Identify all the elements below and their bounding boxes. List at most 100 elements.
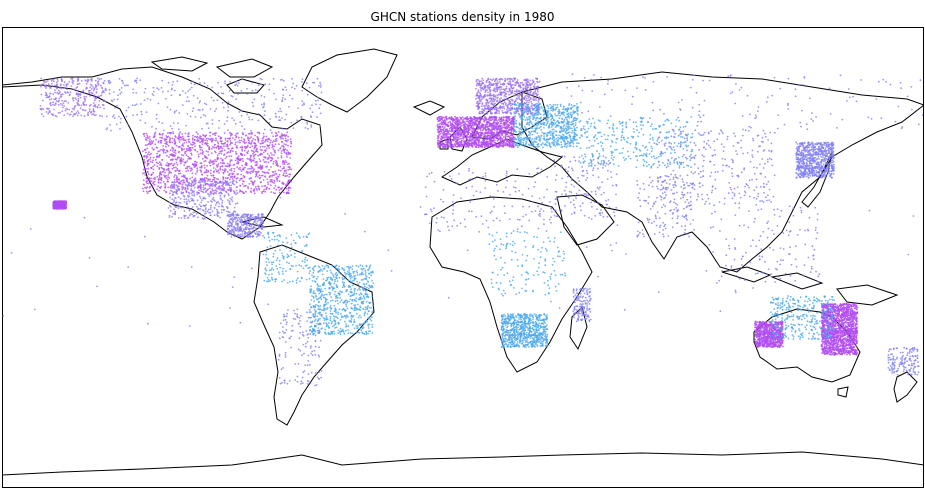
station-point (224, 82, 227, 85)
station-point (168, 216, 171, 219)
station-point (201, 127, 204, 130)
station-point (155, 138, 157, 141)
station-point (159, 141, 162, 144)
station-point (466, 125, 469, 127)
station-point (164, 97, 167, 100)
station-point (362, 295, 365, 297)
station-point (285, 143, 287, 146)
station-point (145, 132, 148, 135)
station-point (184, 187, 187, 190)
station-point (161, 159, 164, 161)
station-point (343, 277, 346, 280)
station-point (356, 271, 359, 274)
station-point (164, 186, 167, 189)
station-point (204, 136, 207, 138)
station-point (231, 196, 234, 199)
station-point (260, 168, 263, 171)
station-point (345, 303, 347, 306)
station-point (237, 161, 240, 164)
station-point (98, 100, 101, 102)
station-point (338, 276, 341, 279)
station-point (209, 180, 212, 183)
station-point (173, 199, 176, 202)
station-point (365, 282, 368, 285)
station-point (174, 174, 176, 177)
station-point (198, 191, 200, 194)
station-point (247, 168, 249, 170)
station-point (54, 114, 57, 117)
station-point (89, 103, 92, 106)
station-point (152, 159, 154, 162)
station-point (254, 164, 257, 167)
station-point (81, 108, 84, 111)
station-point (337, 329, 340, 332)
station-point (158, 167, 161, 169)
station-point (114, 106, 116, 109)
station-point (48, 110, 51, 112)
station-point (213, 170, 215, 173)
station-point (163, 169, 166, 172)
station-point (296, 119, 298, 122)
station-point (277, 358, 280, 361)
station-point (233, 119, 236, 122)
station-point (274, 249, 277, 252)
station-point (243, 213, 246, 216)
station-point (311, 111, 314, 114)
station-point (148, 177, 151, 180)
station-point (279, 382, 282, 385)
station-point (289, 187, 292, 189)
station-point (483, 146, 486, 149)
station-point (332, 274, 335, 277)
station-point (213, 176, 215, 179)
station-point (233, 225, 236, 228)
station-point (200, 171, 203, 173)
station-point (307, 360, 310, 362)
station-point (177, 128, 180, 131)
station-point (175, 109, 178, 112)
station-point (178, 133, 181, 135)
station-point (316, 287, 319, 290)
station-point (249, 177, 252, 180)
station-point (250, 136, 253, 138)
station-point (172, 164, 175, 167)
station-point (506, 133, 509, 136)
station-point (173, 208, 175, 211)
station-point (310, 126, 313, 128)
station-point (352, 314, 355, 317)
station-point (125, 115, 128, 118)
station-point (287, 186, 290, 189)
station-point (157, 88, 160, 91)
station-point (257, 140, 260, 143)
station-point (173, 151, 176, 154)
station-point (202, 134, 204, 136)
station-point (269, 159, 272, 162)
station-point (286, 312, 288, 315)
station-point (94, 79, 97, 82)
station-point (158, 189, 160, 192)
station-point (240, 177, 243, 180)
station-point (335, 274, 338, 277)
station-point (132, 91, 135, 94)
station-point (226, 137, 229, 140)
station-point (230, 149, 232, 152)
station-point (241, 153, 244, 156)
station-point (501, 134, 503, 137)
station-point (199, 197, 202, 200)
station-point (363, 285, 366, 288)
station-point (169, 186, 172, 189)
station-point (279, 249, 281, 251)
station-point (363, 322, 366, 325)
station-point (231, 219, 234, 222)
station-point (183, 181, 185, 183)
coastline-segment (412, 100, 446, 116)
station-point (242, 191, 244, 194)
station-point (267, 157, 270, 160)
station-point (173, 181, 176, 184)
station-point (119, 93, 122, 95)
station-point (438, 123, 441, 125)
station-point (353, 289, 356, 292)
world-map[interactable] (2, 27, 924, 488)
station-point (366, 280, 369, 283)
station-point (264, 267, 267, 269)
station-point (202, 114, 205, 116)
